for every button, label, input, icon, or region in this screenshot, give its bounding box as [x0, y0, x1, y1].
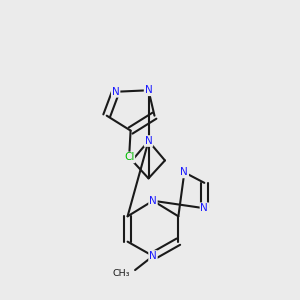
Text: Cl: Cl — [124, 152, 134, 163]
Text: N: N — [145, 85, 152, 95]
Text: N: N — [112, 87, 119, 97]
Text: N: N — [181, 167, 188, 177]
Text: CH₃: CH₃ — [113, 269, 130, 278]
Text: N: N — [200, 203, 208, 213]
Text: N: N — [149, 251, 157, 261]
Text: N: N — [145, 136, 152, 146]
Text: N: N — [149, 196, 157, 206]
